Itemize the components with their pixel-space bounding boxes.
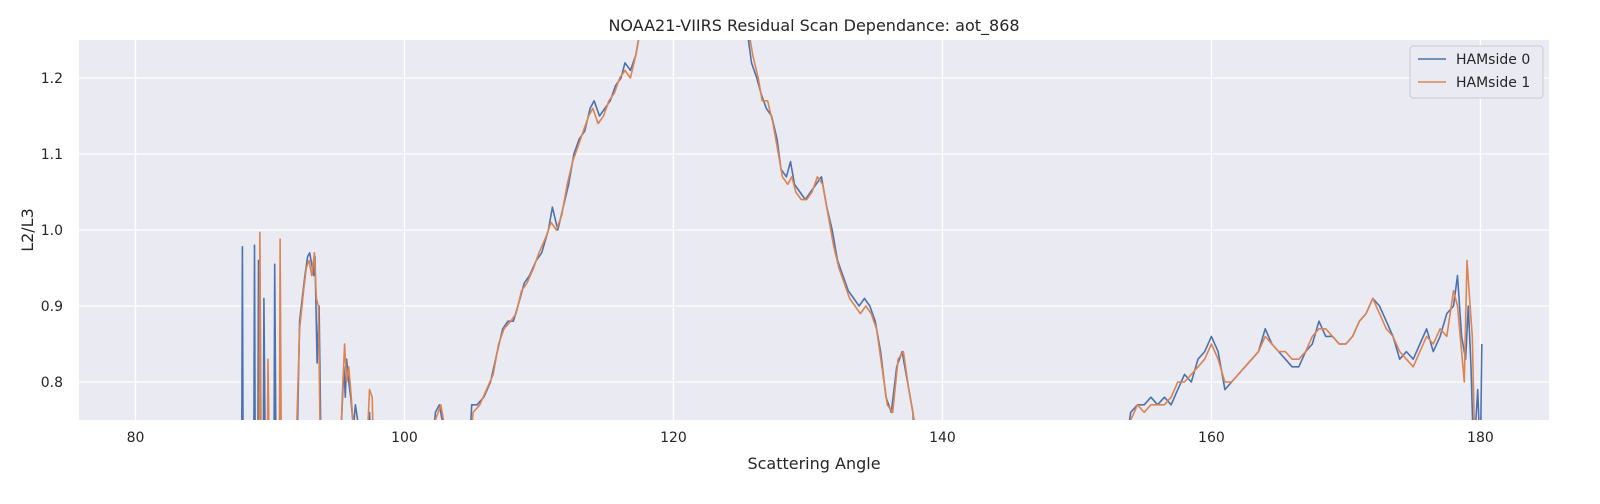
x-tick-label: 120 xyxy=(660,430,687,446)
legend: HAMside 0 HAMside 1 xyxy=(1409,45,1544,99)
y-tick-label: 1.0 xyxy=(41,223,63,239)
grid xyxy=(79,40,1549,420)
y-tick-label: 1.1 xyxy=(41,147,63,163)
series-line-hamside-1 xyxy=(258,40,1475,420)
x-tick-label: 180 xyxy=(1467,430,1494,446)
y-tick-label: 1.2 xyxy=(41,71,63,87)
series-lines xyxy=(241,40,1483,420)
x-tick-label: 140 xyxy=(929,430,956,446)
x-tick-label: 80 xyxy=(127,430,145,446)
legend-label-hamside-1: HAMside 1 xyxy=(1456,75,1530,91)
y-tick-label: 0.8 xyxy=(41,375,63,391)
x-tick-label: 100 xyxy=(391,430,418,446)
chart-title: NOAA21-VIIRS Residual Scan Dependance: a… xyxy=(608,16,1019,36)
tick-labels: 80 100 120 140 160 180 0.8 0.9 1.0 1.1 1.2 xyxy=(41,71,1494,446)
x-tick-label: 160 xyxy=(1198,430,1225,446)
y-axis-label: L2/L3 xyxy=(18,208,37,252)
x-axis-label: Scattering Angle xyxy=(747,454,880,473)
y-tick-label: 0.9 xyxy=(41,299,63,315)
legend-label-hamside-0: HAMside 0 xyxy=(1456,52,1530,68)
